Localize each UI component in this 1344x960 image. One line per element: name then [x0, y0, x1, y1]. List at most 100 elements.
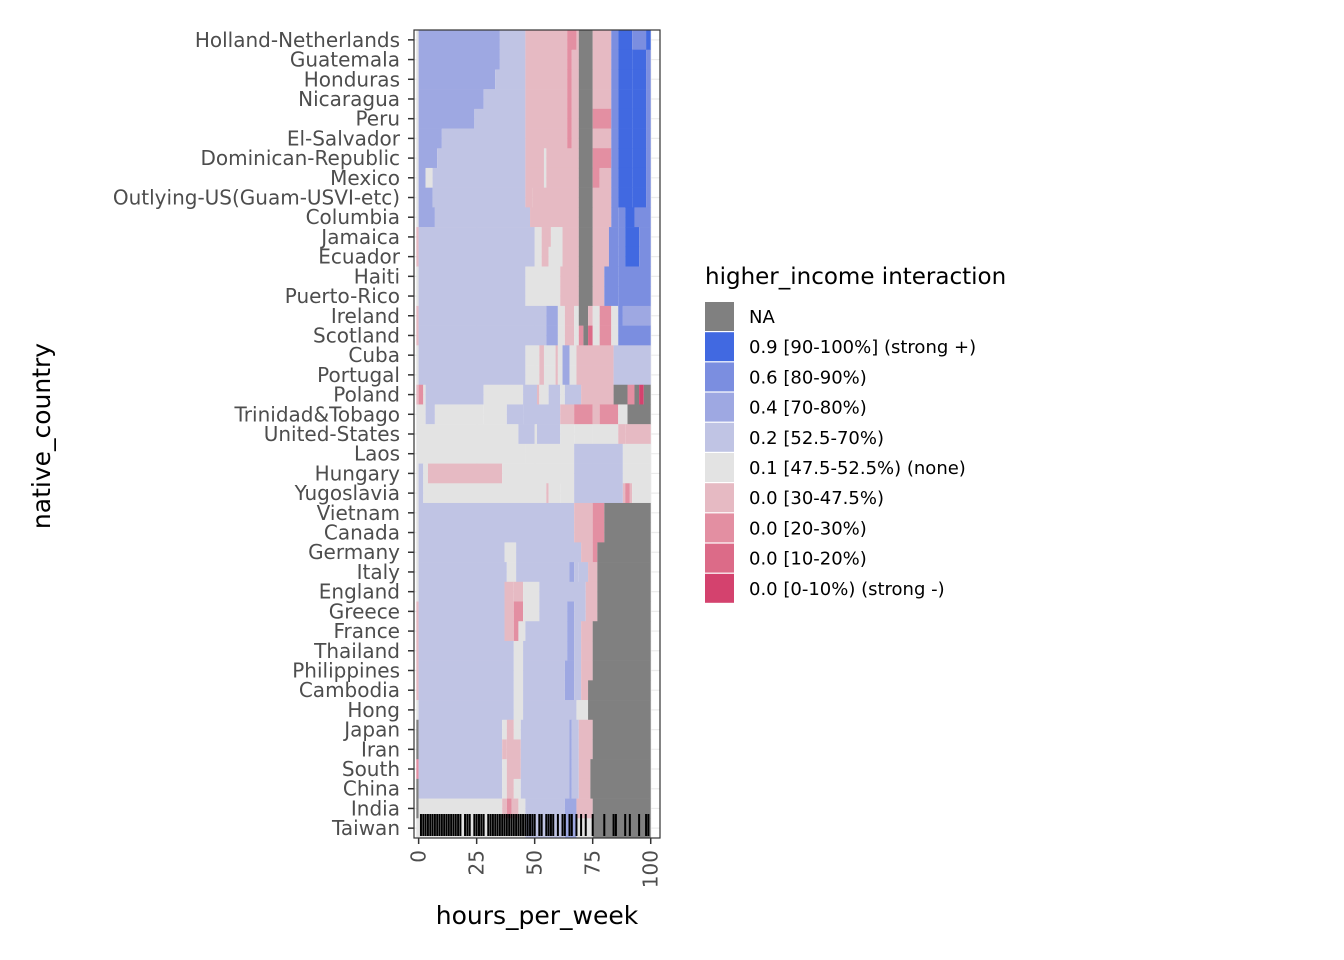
heatmap-cell: [567, 128, 572, 149]
heatmap-cell: [441, 128, 526, 149]
heatmap-cell: [578, 759, 591, 780]
y-tick-label: Peru: [355, 107, 400, 131]
heatmap-cell: [578, 89, 593, 110]
heatmap-cell: [611, 167, 619, 188]
heatmap-cell: [506, 719, 514, 740]
heatmap-cell: [416, 404, 419, 425]
heatmap-cell: [618, 207, 626, 228]
heatmap-cell: [625, 483, 630, 504]
heatmap-cell: [525, 167, 544, 188]
heatmap-cell: [618, 49, 633, 70]
y-tick-label: China: [343, 777, 400, 801]
heatmap-cell: [618, 286, 651, 307]
heatmap-cell: [425, 167, 433, 188]
legend-key: [705, 483, 734, 513]
heatmap-cell: [520, 739, 570, 760]
heatmap-cell: [418, 305, 547, 326]
heatmap-cell: [513, 778, 521, 799]
heatmap-cell: [525, 266, 561, 287]
heatmap-cell: [632, 128, 647, 149]
heatmap-cell: [590, 759, 651, 780]
heatmap-cell: [416, 30, 419, 51]
legend-label: 0.6 [80-90%): [749, 367, 867, 388]
heatmap-cell: [560, 384, 565, 405]
heatmap-cell: [571, 128, 579, 149]
heatmap-cell: [581, 660, 593, 681]
heatmap-cell: [639, 384, 644, 405]
heatmap-cell: [574, 621, 582, 642]
heatmap-cell: [574, 424, 593, 445]
y-tick-label: Yugoslavia: [294, 481, 400, 505]
heatmap-cell: [520, 778, 570, 799]
heatmap-cell: [502, 798, 507, 819]
heatmap-cell: [418, 463, 424, 484]
heatmap-cell: [418, 502, 575, 523]
heatmap-cell: [592, 404, 600, 425]
y-tick-label: Nicaragua: [298, 87, 400, 111]
heatmap-cell: [574, 640, 582, 661]
heatmap-cell: [539, 384, 549, 405]
heatmap-cell: [539, 345, 544, 366]
heatmap-cell: [427, 463, 503, 484]
heatmap-cell: [611, 30, 619, 51]
heatmap-cell: [592, 621, 651, 642]
heatmap-cell: [425, 404, 435, 425]
heatmap-cell: [592, 89, 612, 110]
heatmap-cell: [513, 581, 524, 602]
heatmap-cell: [576, 700, 589, 721]
y-tick-label: Philippines: [292, 658, 400, 682]
heatmap-cell: [564, 680, 575, 701]
heatmap-cell: [434, 404, 484, 425]
heatmap-cell: [592, 227, 609, 248]
heatmap-cell: [588, 700, 651, 721]
y-tick-label: Hungary: [315, 461, 401, 485]
legend-key: [705, 302, 734, 331]
heatmap-cell: [416, 502, 419, 523]
heatmap-cell: [646, 49, 651, 70]
heatmap-cell: [562, 345, 570, 366]
heatmap-cell: [416, 443, 419, 464]
legend-label: 0.4 [70-80%): [749, 398, 867, 419]
heatmap-cell: [495, 69, 526, 90]
heatmap-cell: [434, 207, 531, 228]
heatmap-cell: [523, 581, 540, 602]
heatmap-cell: [546, 305, 558, 326]
heatmap-cell: [516, 562, 570, 583]
heatmap-cell: [418, 601, 505, 622]
heatmap-cell: [604, 502, 651, 523]
heatmap-cell: [571, 49, 579, 70]
y-tick-label: Vietnam: [317, 501, 400, 525]
heatmap-cell: [564, 325, 575, 346]
heatmap-cell: [574, 522, 593, 543]
heatmap-cell: [539, 601, 568, 622]
heatmap-cell: [418, 424, 519, 445]
heatmap-cell: [525, 89, 568, 110]
y-tick-label: Honduras: [304, 67, 400, 91]
heatmap-cell: [416, 719, 419, 740]
heatmap-cell: [557, 325, 565, 346]
heatmap-cell: [611, 207, 619, 228]
heatmap-cell: [574, 680, 582, 701]
heatmap-cell: [576, 30, 579, 51]
heatmap-cell: [618, 404, 628, 425]
heatmap-cell: [578, 266, 593, 287]
heatmap-cell: [569, 739, 572, 760]
heatmap-cell: [550, 227, 563, 248]
heatmap-cell: [418, 365, 526, 386]
heatmap-cell: [416, 246, 419, 267]
legend-label: 0.0 [10-20%): [749, 549, 867, 570]
heatmap-cell: [625, 227, 640, 248]
heatmap-cell: [418, 522, 575, 543]
heatmap-cell: [499, 30, 526, 51]
heatmap-cell: [592, 207, 612, 228]
heatmap-cell: [646, 89, 651, 110]
heatmap-cell: [502, 719, 507, 740]
heatmap-cell: [604, 522, 651, 543]
legend-key: [705, 573, 734, 603]
heatmap-cell: [502, 739, 507, 760]
heatmap-cell: [585, 601, 598, 622]
y-tick-label: Jamaica: [319, 225, 400, 249]
heatmap-cell: [483, 404, 507, 425]
y-tick-label: Japan: [342, 718, 400, 742]
heatmap-cell: [618, 266, 651, 287]
